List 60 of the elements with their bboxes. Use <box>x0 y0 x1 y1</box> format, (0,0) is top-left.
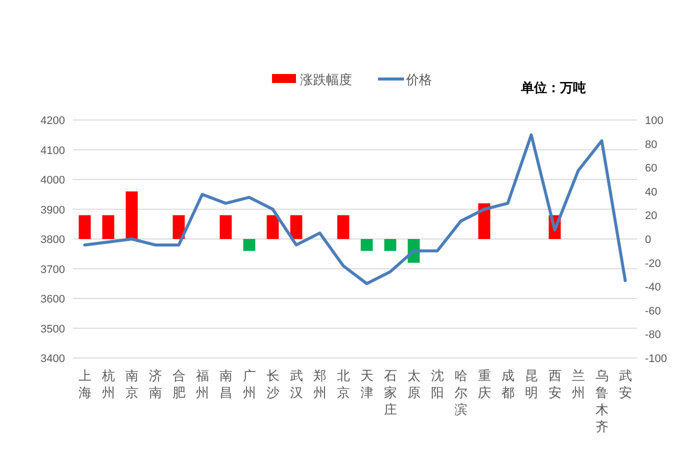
y-tick-label: 3600 <box>40 294 65 306</box>
x-tick-label: 广州 <box>242 368 256 400</box>
bar <box>243 239 256 251</box>
y-tick-label: 3500 <box>40 323 65 336</box>
x-tick-label: 哈尔滨 <box>454 368 468 417</box>
bar <box>384 239 396 251</box>
x-tick-label: 昆明 <box>524 368 538 400</box>
x-tick-label: 太原 <box>407 368 420 400</box>
bar <box>126 191 138 239</box>
y2-tick-label: 100 <box>645 115 664 127</box>
y2-tick-label: 20 <box>645 210 658 222</box>
bar <box>172 215 185 239</box>
x-tick-label: 福州 <box>196 368 209 400</box>
bar <box>360 239 373 251</box>
bar <box>290 215 302 239</box>
y2-tick-label: -80 <box>645 329 661 342</box>
x-tick-label: 成都 <box>501 368 514 400</box>
y2-tick-label: -40 <box>645 282 661 294</box>
y2-tick-label: -20 <box>645 258 661 270</box>
y2-tick-label: 40 <box>645 186 658 198</box>
x-tick-label: 石家庄 <box>384 368 397 417</box>
y-tick-label: 3800 <box>40 234 65 246</box>
bar <box>337 215 350 239</box>
bar <box>78 215 91 239</box>
y-tick-label: 3400 <box>40 353 65 365</box>
x-tick-label: 兰州 <box>572 368 585 400</box>
x-tick-label: 南京 <box>125 368 138 400</box>
y-tick-label: 4200 <box>40 115 65 127</box>
x-tick-label: 北京 <box>336 368 350 400</box>
x-tick-label: 上海 <box>78 368 92 400</box>
legend-label: 价格 <box>405 72 432 87</box>
x-tick-label: 沈阳 <box>430 368 444 400</box>
bar <box>478 203 490 239</box>
x-tick-label: 武汉 <box>290 368 303 400</box>
line-series <box>83 133 627 286</box>
y2-tick-label: 80 <box>645 138 658 151</box>
x-tick-label: 西安 <box>548 368 562 400</box>
x-tick-label: 合肥 <box>172 368 186 400</box>
text: 单位：万吨 <box>520 80 586 95</box>
y2-tick-label: 0 <box>645 234 652 246</box>
x-tick-label: 武安 <box>618 368 632 400</box>
y2-tick-label: -60 <box>645 305 661 318</box>
y2-tick-label: 60 <box>645 162 658 175</box>
legend-label: 涨跌幅度 <box>300 72 352 87</box>
y-tick-label: 3700 <box>40 264 65 276</box>
x-tick-label: 南昌 <box>219 368 232 400</box>
x-tick-label: 郑州 <box>313 368 326 400</box>
x-tick-label: 济南 <box>148 368 162 400</box>
y2-tick-label: -100 <box>645 353 668 365</box>
bar <box>102 215 114 239</box>
y-tick-label: 4000 <box>40 174 65 186</box>
x-tick-label: 乌鲁木齐 <box>595 368 608 434</box>
x-tick-label: 天津 <box>360 368 374 400</box>
x-tick-label: 杭州 <box>100 368 115 400</box>
y-tick-label: 4100 <box>40 144 65 157</box>
y-tick-label: 3900 <box>40 204 65 216</box>
bar <box>220 215 232 239</box>
bar <box>266 215 279 239</box>
x-tick-label: 长沙 <box>266 368 280 400</box>
x-tick-label: 重庆 <box>478 368 491 400</box>
